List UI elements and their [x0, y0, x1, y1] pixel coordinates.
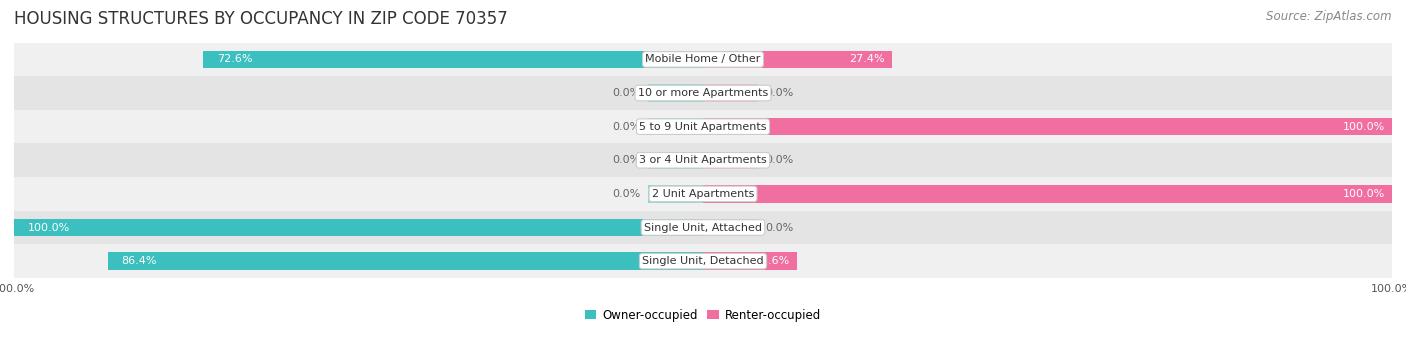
Bar: [648, 185, 703, 203]
Text: 2 Unit Apartments: 2 Unit Apartments: [652, 189, 754, 199]
Text: 0.0%: 0.0%: [613, 189, 641, 199]
Text: 0.0%: 0.0%: [613, 155, 641, 165]
Text: 72.6%: 72.6%: [217, 55, 252, 64]
Bar: [703, 84, 758, 102]
Text: Mobile Home / Other: Mobile Home / Other: [645, 55, 761, 64]
Bar: [14, 43, 1392, 76]
Bar: [703, 252, 797, 270]
Bar: [108, 252, 703, 270]
Text: 0.0%: 0.0%: [613, 122, 641, 132]
Text: 0.0%: 0.0%: [765, 88, 793, 98]
Text: 10 or more Apartments: 10 or more Apartments: [638, 88, 768, 98]
Bar: [14, 144, 1392, 177]
Bar: [14, 219, 703, 236]
Text: 0.0%: 0.0%: [765, 223, 793, 233]
Bar: [648, 84, 703, 102]
Text: 0.0%: 0.0%: [613, 88, 641, 98]
Bar: [648, 118, 703, 135]
Text: Single Unit, Detached: Single Unit, Detached: [643, 256, 763, 266]
Text: 100.0%: 100.0%: [28, 223, 70, 233]
Bar: [202, 51, 703, 68]
Bar: [703, 151, 758, 169]
Text: 13.6%: 13.6%: [755, 256, 790, 266]
Bar: [14, 177, 1392, 211]
Text: 100.0%: 100.0%: [1343, 189, 1385, 199]
Text: 5 to 9 Unit Apartments: 5 to 9 Unit Apartments: [640, 122, 766, 132]
Bar: [14, 211, 1392, 244]
Legend: Owner-occupied, Renter-occupied: Owner-occupied, Renter-occupied: [579, 304, 827, 326]
Bar: [14, 110, 1392, 144]
Bar: [14, 76, 1392, 110]
Bar: [648, 151, 703, 169]
Bar: [703, 118, 1392, 135]
Bar: [14, 244, 1392, 278]
Text: 86.4%: 86.4%: [121, 256, 157, 266]
Text: 27.4%: 27.4%: [849, 55, 884, 64]
Text: 100.0%: 100.0%: [1343, 122, 1385, 132]
Text: Source: ZipAtlas.com: Source: ZipAtlas.com: [1267, 10, 1392, 23]
Text: HOUSING STRUCTURES BY OCCUPANCY IN ZIP CODE 70357: HOUSING STRUCTURES BY OCCUPANCY IN ZIP C…: [14, 10, 508, 28]
Text: Single Unit, Attached: Single Unit, Attached: [644, 223, 762, 233]
Bar: [703, 185, 1392, 203]
Text: 0.0%: 0.0%: [765, 155, 793, 165]
Bar: [703, 219, 758, 236]
Bar: [703, 51, 891, 68]
Text: 3 or 4 Unit Apartments: 3 or 4 Unit Apartments: [640, 155, 766, 165]
